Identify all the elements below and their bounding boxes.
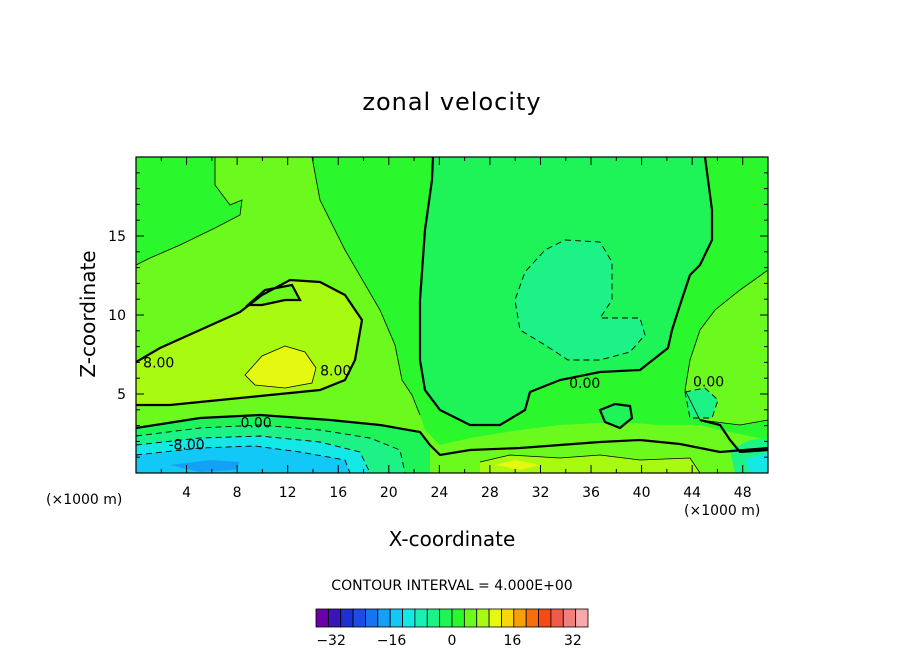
colorbar-swatch bbox=[525, 608, 539, 628]
colorbar-swatch bbox=[463, 608, 478, 628]
plot-area bbox=[136, 157, 768, 473]
region-right-bottom-neg2 bbox=[745, 452, 768, 473]
y-tick-label: 15 bbox=[108, 229, 126, 245]
contour-bottom-patch bbox=[479, 454, 701, 473]
contour-12 bbox=[244, 345, 317, 389]
colorbar-swatch bbox=[402, 608, 416, 628]
y-tick-label: 10 bbox=[108, 308, 126, 324]
colorbar-swatch bbox=[439, 608, 453, 628]
x-tick-label: 16 bbox=[329, 485, 347, 501]
region-right-blob bbox=[685, 388, 718, 418]
region-bottom-patch bbox=[480, 455, 700, 473]
colorbar-tick-label: −32 bbox=[316, 633, 346, 649]
contour-right-blob bbox=[684, 387, 719, 419]
contour-right-lobe bbox=[684, 269, 768, 426]
contour-label: -8.00 bbox=[168, 438, 204, 454]
colorbar-swatch bbox=[377, 608, 391, 628]
region-surface-neg20 bbox=[170, 460, 240, 472]
contour-label: 0.00 bbox=[569, 376, 600, 392]
colorbar-swatch bbox=[476, 608, 490, 628]
colorbar-swatch bbox=[575, 608, 589, 628]
colorbar-swatch bbox=[550, 608, 564, 628]
colorbar-swatch bbox=[340, 608, 354, 628]
contour-right-lower bbox=[699, 418, 768, 454]
colorbar-swatch bbox=[451, 608, 465, 628]
contour-label: 0.00 bbox=[240, 415, 271, 431]
region-small-blob bbox=[600, 404, 632, 428]
colorbar-swatch bbox=[513, 608, 527, 628]
contour-0-surface bbox=[136, 413, 768, 457]
contour-label: 8.00 bbox=[143, 355, 174, 371]
contour-neg12-surface bbox=[136, 435, 371, 473]
colorbar-swatch bbox=[538, 608, 552, 628]
x-unit-label-left: (×1000 m) bbox=[46, 492, 123, 508]
x-tick-label: 44 bbox=[683, 485, 701, 501]
x-tick-label: 48 bbox=[734, 485, 752, 501]
y-tick-label: 5 bbox=[117, 387, 126, 403]
colorbar-swatch bbox=[426, 608, 441, 628]
x-tick-label: 24 bbox=[430, 485, 448, 501]
x-tick-label: 8 bbox=[233, 485, 242, 501]
x-unit-label-right: (×1000 m) bbox=[684, 503, 761, 519]
contour-small-blob bbox=[598, 402, 634, 430]
contour-label: 0.00 bbox=[693, 374, 724, 390]
contour-interval-text: CONTOUR INTERVAL = 4.000E+00 bbox=[331, 578, 573, 594]
colorbar-swatch bbox=[488, 608, 502, 628]
colorbar-swatch bbox=[327, 608, 342, 628]
region-4-to-8-left bbox=[136, 157, 768, 473]
contour-neg4 bbox=[514, 239, 646, 361]
y-axis-label: Z-coordinate bbox=[76, 250, 100, 378]
region-neg8-to-neg4 bbox=[515, 240, 645, 360]
contour-4-upper bbox=[311, 157, 421, 416]
colorbar-swatch bbox=[315, 608, 329, 628]
chart-title: zonal velocity bbox=[362, 88, 542, 116]
region-0-to-4-topleft bbox=[136, 157, 242, 265]
contour-0-left bbox=[418, 157, 714, 427]
contour-4-top-left bbox=[136, 157, 243, 266]
colorbar-swatch bbox=[365, 608, 379, 628]
x-tick-label: 28 bbox=[481, 485, 499, 501]
x-tick-label: 4 bbox=[182, 485, 191, 501]
x-tick-label: 20 bbox=[380, 485, 398, 501]
contour-8-hook bbox=[245, 283, 302, 307]
colorbar-tick-label: −16 bbox=[377, 633, 407, 649]
region-4-to-8-right bbox=[685, 270, 768, 425]
colorbar-swatch bbox=[501, 608, 515, 628]
region-bottom-patch2 bbox=[495, 460, 540, 470]
x-tick-label: 40 bbox=[633, 485, 651, 501]
x-tick-label: 12 bbox=[279, 485, 297, 501]
contour-neg8-surface bbox=[136, 424, 406, 473]
colorbar: −32 −16 0 16 32 bbox=[315, 608, 589, 649]
colorbar-tick-label: 16 bbox=[504, 633, 522, 649]
colorbar-tick-label: 0 bbox=[448, 633, 457, 649]
contour-label: 8.00 bbox=[320, 363, 351, 379]
region-12-to-16 bbox=[245, 346, 316, 388]
colorbar-swatch bbox=[389, 608, 403, 628]
x-axis-label: X-coordinate bbox=[388, 527, 516, 551]
colorbar-swatch bbox=[352, 608, 366, 628]
colorbar-swatch bbox=[414, 608, 428, 628]
contour-neg16-surface bbox=[136, 445, 351, 473]
x-tick-label: 36 bbox=[582, 485, 600, 501]
colorbar-swatch bbox=[562, 608, 577, 628]
colorbar-tick-label: 32 bbox=[564, 633, 582, 649]
x-tick-label: 32 bbox=[532, 485, 550, 501]
contour-labels: 8.00 8.00 0.00 -8.00 0.00 0.00 bbox=[143, 355, 724, 453]
contour-8 bbox=[136, 278, 364, 407]
